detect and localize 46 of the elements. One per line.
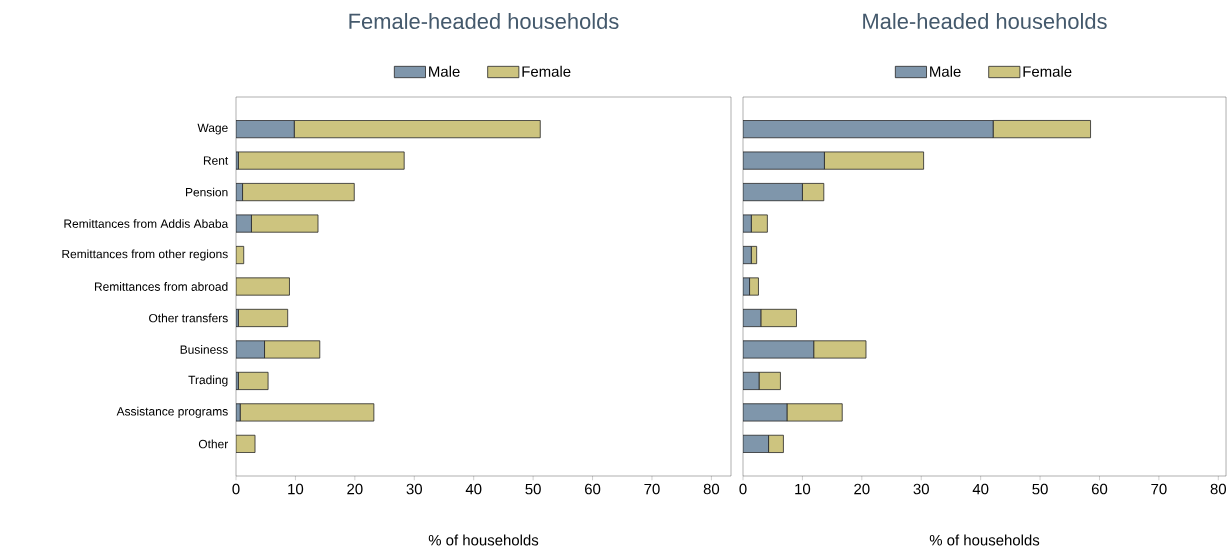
x-tick-label: 30 [913, 483, 929, 495]
bar [242, 183, 355, 202]
x-tick-label: 10 [795, 483, 811, 495]
x-tick-label: 30 [406, 483, 422, 495]
x-tick-label: 10 [288, 483, 304, 495]
bar [239, 403, 375, 422]
x-tick-label: 20 [347, 483, 363, 495]
x-axis-title: % of households [929, 534, 1040, 546]
bar [264, 340, 321, 359]
y-tick-label: Other transfers [149, 313, 228, 323]
bar [237, 151, 405, 170]
x-tick-label: 0 [232, 483, 240, 495]
y-tick-label: Pension [186, 187, 228, 197]
x-tick-label: 20 [854, 483, 870, 495]
x-tick-label: 50 [1032, 483, 1048, 495]
y-tick-label: Assistance programs [116, 406, 228, 418]
y-tick-label: Remittances from Addis Ababa [64, 219, 229, 228]
chart-title: Male-headed households [863, 12, 1107, 30]
legend-label: Male [930, 65, 961, 77]
bar [236, 120, 295, 139]
x-tick-label: 60 [585, 483, 601, 495]
x-tick-label: 70 [644, 483, 660, 495]
legend-label: Male [429, 65, 460, 77]
x-tick-label: 70 [1151, 483, 1167, 495]
y-tick-label: Business [180, 345, 228, 354]
y-tick-label: Remittances from abroad [94, 282, 228, 291]
bar [251, 214, 319, 233]
y-tick-label: Rent [203, 156, 229, 165]
x-tick-label: 80 [1210, 483, 1227, 495]
legend-label: Female [522, 65, 571, 77]
legend-label: Female [1023, 65, 1072, 77]
y-tick-label: Wage [197, 123, 228, 135]
x-tick-label: 60 [1091, 483, 1108, 495]
x-tick-label: 80 [703, 483, 720, 495]
chart-title: Female-headed households [349, 12, 619, 30]
x-tick-label: 40 [465, 483, 482, 495]
x-axis-title: % of households [428, 534, 539, 546]
x-tick-label: 50 [525, 483, 541, 495]
bar [236, 277, 290, 296]
bar [237, 308, 289, 328]
x-tick-label: 40 [972, 483, 989, 495]
y-tick-label: Remittances from other regions [62, 249, 228, 261]
x-tick-label: 0 [739, 483, 747, 495]
y-tick-label: Other [198, 439, 229, 449]
bar [293, 120, 541, 139]
y-tick-label: Trading [188, 375, 228, 387]
